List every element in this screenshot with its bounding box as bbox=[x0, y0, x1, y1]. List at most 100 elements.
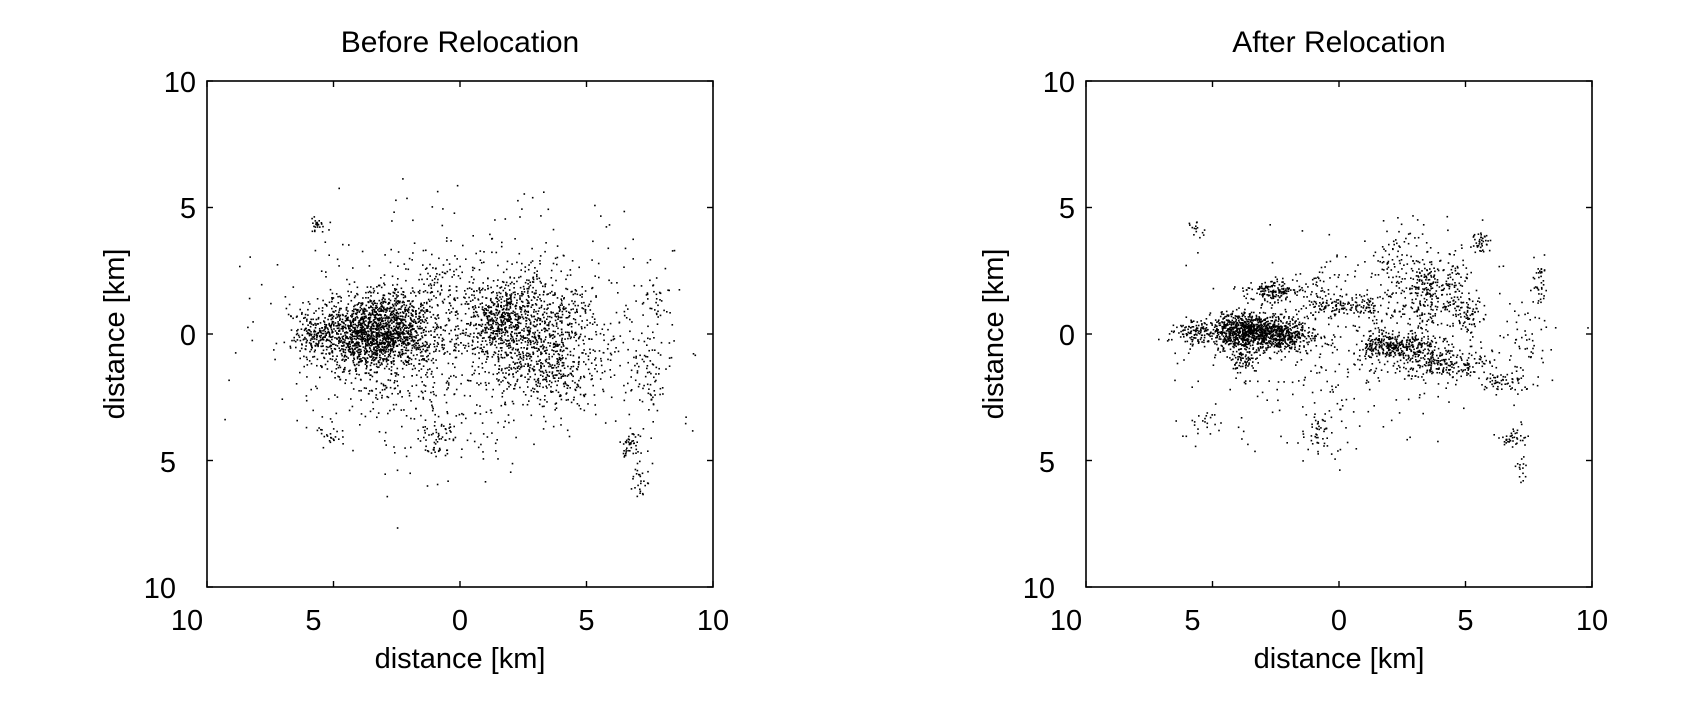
scatter-point bbox=[419, 325, 421, 328]
scatter-point bbox=[379, 319, 381, 321]
scatter-point bbox=[419, 363, 421, 365]
scatter-point bbox=[384, 358, 386, 360]
scatter-point bbox=[364, 308, 367, 310]
scatter-point bbox=[537, 355, 539, 358]
scatter-point bbox=[660, 300, 663, 302]
scatter-point bbox=[443, 394, 446, 396]
scatter-point bbox=[420, 302, 422, 305]
scatter-point bbox=[369, 369, 372, 371]
scatter-point bbox=[610, 339, 613, 342]
scatter-point bbox=[527, 341, 529, 344]
scatter-point bbox=[498, 332, 501, 335]
scatter-point bbox=[418, 278, 420, 281]
scatter-point bbox=[367, 314, 370, 316]
scatter-point bbox=[531, 291, 534, 293]
scatter-point bbox=[628, 442, 631, 444]
scatter-point bbox=[321, 231, 324, 233]
scatter-point bbox=[380, 331, 382, 334]
scatter-point bbox=[565, 307, 567, 309]
scatter-point bbox=[391, 220, 393, 222]
scatter-point bbox=[419, 289, 421, 292]
scatter-point bbox=[437, 450, 440, 453]
scatter-point bbox=[442, 264, 445, 266]
scatter-point bbox=[414, 320, 417, 323]
scatter-point bbox=[614, 351, 616, 353]
scatter-point bbox=[328, 332, 331, 335]
scatter-point bbox=[411, 385, 413, 387]
scatter-point bbox=[548, 362, 550, 364]
scatter-point bbox=[393, 292, 396, 294]
scatter-point bbox=[433, 425, 436, 427]
scatter-point bbox=[582, 339, 584, 342]
scatter-point bbox=[627, 382, 629, 385]
scatter-point bbox=[379, 339, 381, 341]
scatter-point bbox=[361, 322, 363, 325]
scatter-point bbox=[536, 385, 539, 387]
scatter-point bbox=[691, 430, 694, 432]
scatter-point bbox=[316, 323, 318, 325]
scatter-point bbox=[1206, 323, 1208, 326]
scatter-point bbox=[381, 340, 384, 342]
scatter-point bbox=[453, 298, 455, 300]
scatter-point bbox=[374, 316, 377, 319]
scatter-point bbox=[421, 327, 423, 329]
scatter-point bbox=[527, 314, 529, 316]
scatter-point bbox=[482, 312, 485, 314]
scatter-point bbox=[347, 357, 349, 359]
scatter-point bbox=[492, 304, 495, 307]
scatter-point bbox=[587, 368, 590, 371]
y-tick-label: 5 bbox=[160, 447, 176, 479]
scatter-point bbox=[347, 325, 350, 327]
scatter-point bbox=[337, 333, 340, 335]
scatter-point bbox=[536, 379, 539, 381]
scatter-point bbox=[416, 332, 418, 334]
scatter-point bbox=[310, 333, 313, 336]
scatter-point bbox=[575, 386, 578, 389]
scatter-point bbox=[489, 326, 492, 329]
scatter-point bbox=[551, 367, 553, 369]
scatter-point bbox=[387, 340, 389, 343]
scatter-point bbox=[630, 442, 632, 444]
scatter-point bbox=[562, 375, 564, 377]
scatter-point bbox=[375, 396, 377, 399]
scatter-point bbox=[479, 334, 481, 336]
scatter-point bbox=[432, 326, 435, 328]
scatter-point bbox=[643, 340, 646, 343]
scatter-point bbox=[481, 306, 484, 308]
scatter-point bbox=[396, 311, 399, 314]
scatter-point bbox=[431, 409, 434, 412]
scatter-point bbox=[1257, 329, 1260, 331]
scatter-point bbox=[520, 357, 523, 360]
scatter-point bbox=[303, 355, 305, 358]
scatter-point bbox=[561, 310, 564, 313]
scatter-point bbox=[521, 208, 523, 210]
scatter-point bbox=[1230, 334, 1232, 337]
scatter-point bbox=[377, 319, 380, 322]
scatter-point bbox=[362, 321, 365, 324]
scatter-point bbox=[313, 335, 315, 337]
scatter-point bbox=[641, 492, 644, 495]
scatter-point bbox=[1223, 340, 1226, 343]
scatter-point bbox=[316, 358, 319, 361]
scatter-point bbox=[401, 338, 404, 341]
scatter-point bbox=[467, 303, 470, 305]
scatter-point bbox=[1233, 326, 1235, 328]
scatter-point bbox=[378, 361, 381, 364]
scatter-point bbox=[440, 334, 442, 336]
scatter-point bbox=[549, 342, 552, 344]
scatter-point bbox=[552, 346, 555, 348]
scatter-point bbox=[1252, 348, 1254, 350]
scatter-point bbox=[316, 336, 318, 339]
scatter-point bbox=[362, 346, 365, 348]
scatter-point bbox=[492, 319, 494, 321]
scatter-point bbox=[360, 313, 363, 316]
scatter-point bbox=[555, 316, 558, 318]
scatter-point bbox=[375, 322, 377, 324]
scatter-point bbox=[624, 454, 627, 457]
scatter-point bbox=[482, 282, 484, 284]
scatter-point bbox=[538, 385, 541, 388]
scatter-point bbox=[484, 481, 487, 483]
scatter-point bbox=[389, 350, 392, 353]
scatter-point bbox=[506, 298, 508, 300]
